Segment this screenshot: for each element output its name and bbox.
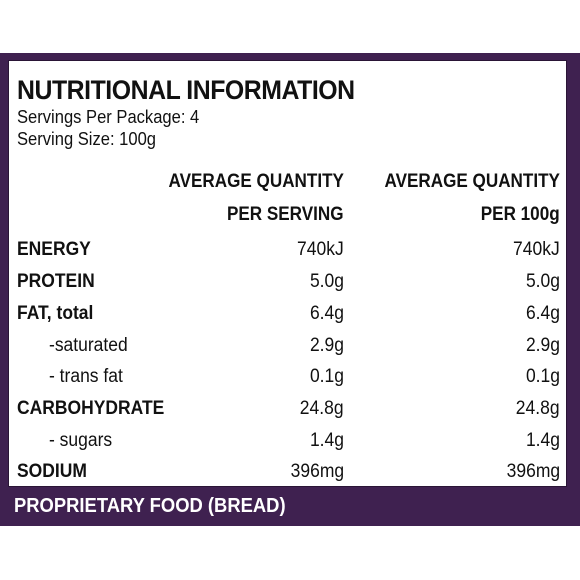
table-row-energy: ENERGY 740kJ 740kJ <box>9 239 566 267</box>
row-label: - trans fat <box>49 366 123 387</box>
per-100g-header-line2: PER 100g <box>481 204 560 225</box>
row-label: - sugars <box>49 430 113 451</box>
per-100g-value: 0.1g <box>525 366 560 387</box>
servings-per-package: Servings Per Package: 4 <box>17 107 200 127</box>
per-serving-value: 0.1g <box>309 366 344 387</box>
per-serving-header-line1: AVERAGE QUANTITY <box>168 171 344 192</box>
row-label: SODIUM <box>17 461 87 482</box>
per-serving-value: 6.4g <box>309 303 344 324</box>
row-label: FAT, total <box>17 303 94 324</box>
per-100g-value: 396mg <box>506 461 560 482</box>
row-label: PROTEIN <box>17 271 95 292</box>
table-row-carbohydrate: CARBOHYDRATE 24.8g 24.8g <box>9 398 566 426</box>
row-label: CARBOHYDRATE <box>17 398 165 419</box>
serving-size: Serving Size: 100g <box>17 129 157 149</box>
table-row-sugars: - sugars 1.4g 1.4g <box>9 430 566 458</box>
table-row-fat-total: FAT, total 6.4g 6.4g <box>9 303 566 331</box>
per-100g-value: 6.4g <box>525 303 560 324</box>
table-row-saturated: -saturated 2.9g 2.9g <box>9 335 566 363</box>
per-100g-value: 24.8g <box>516 398 560 419</box>
table-row-trans-fat: - trans fat 0.1g 0.1g <box>9 366 566 394</box>
per-100g-value: 1.4g <box>525 430 560 451</box>
per-serving-value: 5.0g <box>309 271 344 292</box>
per-serving-value: 396mg <box>290 461 344 482</box>
per-serving-value: 24.8g <box>300 398 344 419</box>
table-row-protein: PROTEIN 5.0g 5.0g <box>9 271 566 299</box>
per-100g-header-line1: AVERAGE QUANTITY <box>384 171 560 192</box>
product-category-footer: PROPRIETARY FOOD (BREAD) <box>14 495 286 517</box>
row-label: ENERGY <box>17 239 91 260</box>
nutrition-panel: NUTRITIONAL INFORMATION Servings Per Pac… <box>8 60 567 487</box>
row-label: -saturated <box>49 335 128 356</box>
nutrition-label-frame: NUTRITIONAL INFORMATION Servings Per Pac… <box>0 53 580 526</box>
table-row-sodium: SODIUM 396mg 396mg <box>9 461 566 489</box>
per-serving-value: 2.9g <box>309 335 344 356</box>
per-100g-value: 5.0g <box>525 271 560 292</box>
per-100g-value: 740kJ <box>513 239 560 260</box>
per-serving-value: 1.4g <box>309 430 344 451</box>
per-serving-header-line2: PER SERVING <box>227 204 344 225</box>
per-serving-value: 740kJ <box>297 239 344 260</box>
panel-title: NUTRITIONAL INFORMATION <box>17 75 355 105</box>
per-100g-value: 2.9g <box>525 335 560 356</box>
